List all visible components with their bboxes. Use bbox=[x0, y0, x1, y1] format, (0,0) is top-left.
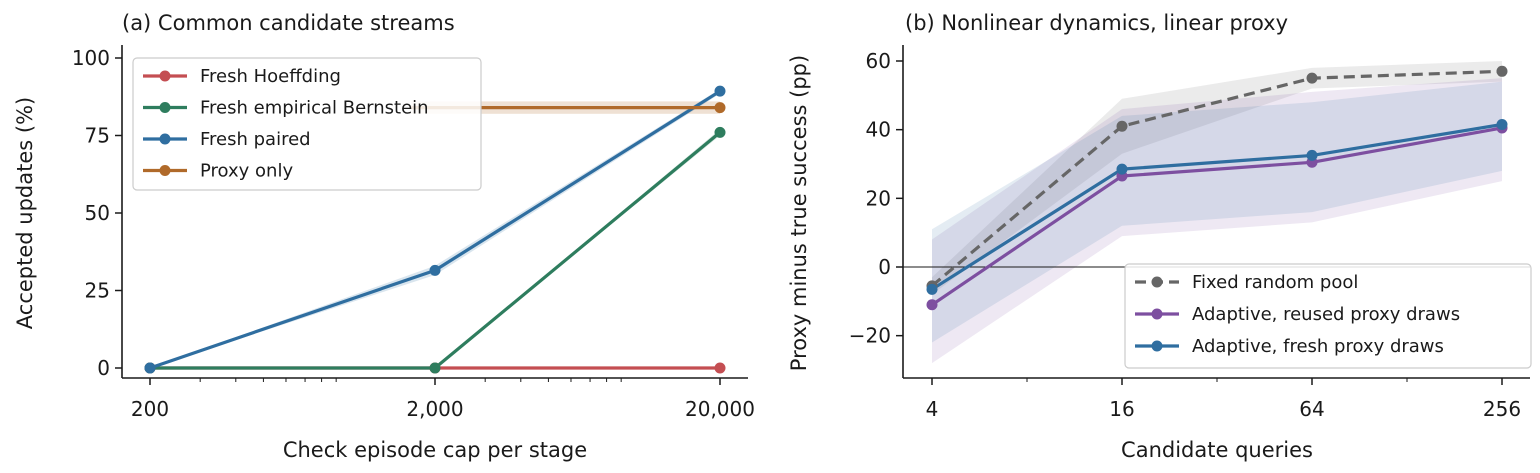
x-tick-label: 256 bbox=[1483, 397, 1521, 421]
y-tick-label: 60 bbox=[866, 49, 891, 73]
point-adaptive-fresh-proxy-draws bbox=[1306, 149, 1318, 161]
panel-b-x-axis-label: Candidate queries bbox=[1121, 438, 1313, 462]
point-adaptive-reused-proxy-draws bbox=[926, 299, 938, 311]
legend-label: Adaptive, reused proxy draws bbox=[1192, 304, 1460, 325]
legend-marker bbox=[1151, 340, 1163, 352]
y-tick-label: 75 bbox=[85, 124, 110, 148]
panel-a-y-axis-label: Accepted updates (%) bbox=[13, 97, 37, 329]
legend-label: Proxy only bbox=[200, 161, 293, 182]
band-adaptive-reused-proxy-draws bbox=[932, 78, 1502, 364]
y-tick-label: −20 bbox=[849, 324, 891, 348]
legend-marker bbox=[1151, 276, 1163, 288]
panel-b-legend-box bbox=[1124, 263, 1532, 369]
line-adaptive-reused-proxy-draws bbox=[931, 126, 1503, 307]
legend-marker bbox=[159, 102, 171, 113]
y-tick-label: 25 bbox=[85, 279, 110, 303]
legend-marker bbox=[1151, 308, 1163, 320]
point-fresh-paired bbox=[429, 264, 441, 276]
panel-a: (a) Common candidate streams 0 25 50 75 100 2… bbox=[13, 11, 755, 462]
panel-a-axes: 0 25 50 75 100 200 2,000 20,000 bbox=[72, 45, 755, 421]
legend-label: Fresh paired bbox=[200, 129, 311, 150]
x-tick-label: 64 bbox=[1299, 397, 1324, 421]
point-fresh-paired bbox=[714, 85, 726, 97]
y-tick-label: 0 bbox=[97, 356, 110, 380]
panel-a-legend-box bbox=[132, 57, 482, 191]
panel-a-x-axis-label: Check episode cap per stage bbox=[283, 438, 587, 462]
y-tick-label: 50 bbox=[85, 201, 110, 225]
legend-label: Fixed random pool bbox=[1192, 272, 1358, 293]
point-adaptive-fresh-proxy-draws bbox=[926, 283, 938, 295]
panel-b-title: (b) Nonlinear dynamics, linear proxy bbox=[905, 11, 1288, 35]
panel-a-legend: Fresh Hoeffding Fresh empirical Bernstein… bbox=[132, 57, 482, 191]
point-proxy-only bbox=[714, 102, 726, 114]
legend-label: Fresh Hoeffding bbox=[200, 66, 341, 87]
legend-label: Fresh empirical Bernstein bbox=[200, 98, 429, 119]
point-fresh-paired bbox=[144, 362, 156, 374]
x-tick-label: 20,000 bbox=[685, 397, 755, 421]
point-fresh-hoeffding bbox=[714, 362, 726, 374]
point-adaptive-fresh-proxy-draws bbox=[1116, 163, 1128, 175]
legend-marker bbox=[159, 133, 171, 145]
panel-a-points bbox=[144, 85, 726, 374]
point-fixed-random-pool bbox=[1496, 65, 1508, 77]
point-fixed-random-pool bbox=[1306, 72, 1318, 84]
y-tick-label: 100 bbox=[72, 46, 110, 70]
x-tick-label: 200 bbox=[131, 397, 169, 421]
point-adaptive-fresh-proxy-draws bbox=[1496, 119, 1508, 131]
x-tick-label: 4 bbox=[926, 397, 939, 421]
line-fixed-random-pool bbox=[930, 69, 1503, 288]
panel-a-title: (a) Common candidate streams bbox=[122, 11, 455, 35]
point-fresh-empirical-bernstein bbox=[714, 126, 726, 138]
point-fresh-empirical-bernstein bbox=[429, 362, 441, 374]
panel-b-points bbox=[926, 65, 1508, 311]
legend-label: Adaptive, fresh proxy draws bbox=[1192, 336, 1444, 357]
legend-marker bbox=[159, 165, 171, 176]
panel-b-axes: −20 0 20 40 60 4 16 64 256 bbox=[849, 45, 1530, 421]
panel-b-legend: Fixed random pool Adaptive, reused proxy … bbox=[1124, 263, 1532, 369]
y-tick-label: 40 bbox=[866, 118, 891, 142]
x-tick-label: 2,000 bbox=[406, 397, 463, 421]
point-fixed-random-pool bbox=[1116, 120, 1128, 132]
legend-marker bbox=[159, 70, 171, 82]
panel-b-lines bbox=[930, 69, 1503, 307]
panel-b: (b) Nonlinear dynamics, linear proxy −20… bbox=[787, 11, 1532, 462]
line-adaptive-fresh-proxy-draws bbox=[931, 122, 1503, 291]
panel-b-y-axis-label: Proxy minus true success (pp) bbox=[787, 55, 811, 371]
y-tick-label: 20 bbox=[866, 186, 891, 210]
x-tick-label: 16 bbox=[1109, 397, 1134, 421]
band-fixed-random-pool bbox=[932, 61, 1502, 295]
y-tick-label: 0 bbox=[878, 255, 891, 279]
